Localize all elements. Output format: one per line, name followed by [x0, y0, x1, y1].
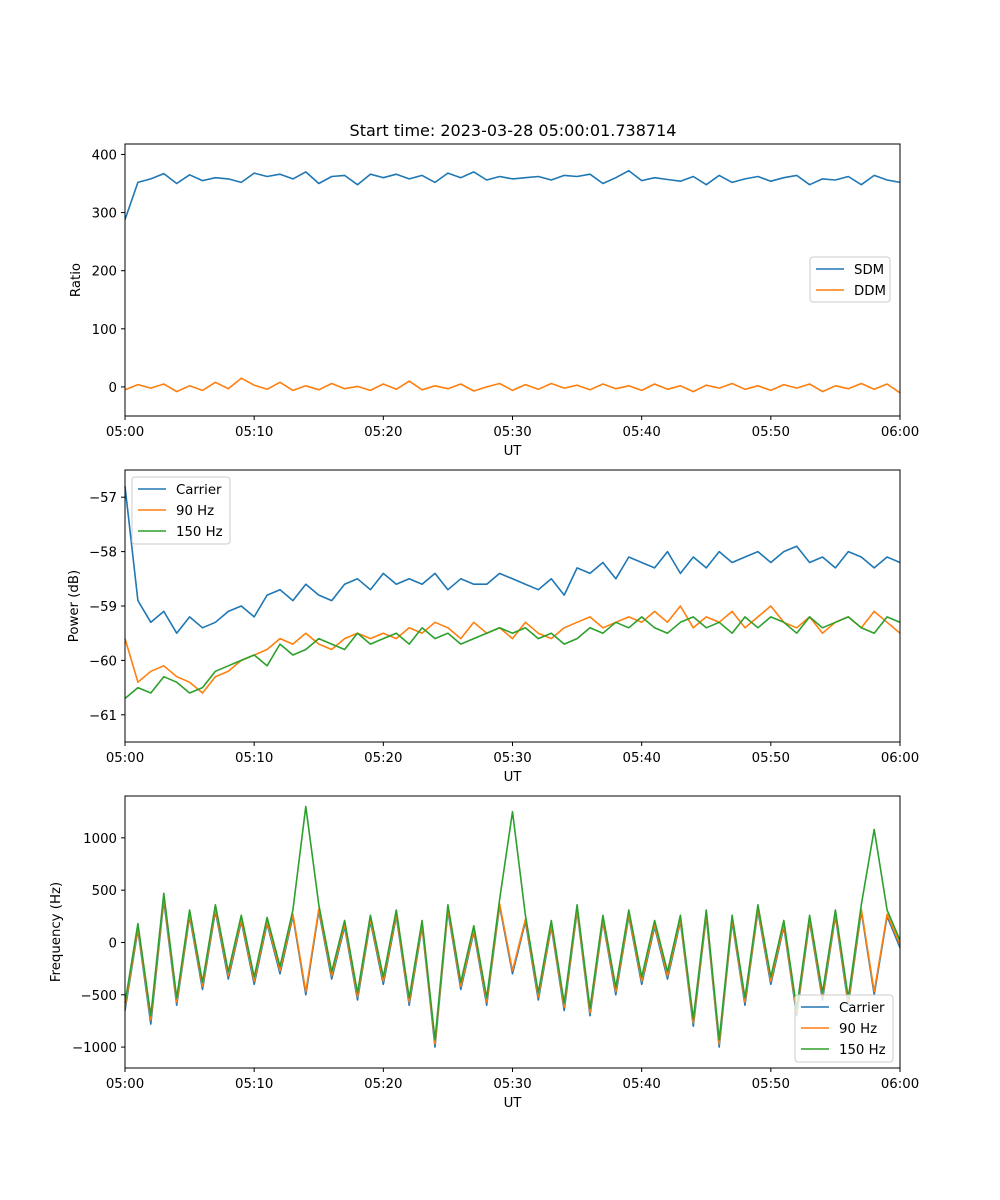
y-tick-label: −58 — [89, 546, 117, 561]
series-line-150-hz — [124, 616, 901, 700]
legend-label: SDM — [854, 263, 884, 278]
series-line-carrier — [124, 899, 901, 1048]
x-tick-label: 05:10 — [235, 751, 273, 766]
frequency-panel: 05:00 05:10 05:20 05:30 05:40 05:50 06:00 −1000… — [49, 795, 919, 1111]
figure-title: Start time: 2023-03-28 05:00:01.738714 — [350, 121, 677, 140]
legend-label: 150 Hz — [839, 1043, 886, 1058]
y-tick-label: −61 — [89, 709, 117, 724]
x-tick-label: 05:10 — [235, 1077, 273, 1092]
x-tick-label: 05:10 — [235, 425, 273, 440]
x-axis-label: UT — [504, 770, 523, 785]
x-axis-label: UT — [504, 444, 523, 459]
y-tick-label: −59 — [89, 600, 117, 615]
legend-box — [794, 994, 894, 1063]
legend-label: 150 Hz — [176, 525, 223, 540]
legend-box — [131, 476, 231, 545]
power-panel: 05:00 05:10 05:20 05:30 05:40 05:50 06:00 −61 −6… — [67, 469, 919, 785]
x-tick-label: 05:30 — [493, 1077, 531, 1092]
series-line-sdm — [124, 169, 901, 220]
legend-label: Carrier — [839, 1001, 885, 1016]
y-tick-label: 200 — [92, 265, 117, 280]
series-line-90-hz — [124, 896, 901, 1045]
y-tick-label: 0 — [109, 936, 117, 951]
legend-label: 90 Hz — [839, 1022, 877, 1037]
y-tick-label: 1000 — [83, 832, 117, 847]
legend-label: Carrier — [176, 483, 222, 498]
x-tick-label: 05:20 — [364, 1077, 402, 1092]
y-tick-label: 300 — [92, 207, 117, 222]
x-axis-label: UT — [504, 1096, 523, 1111]
x-tick-label: 05:00 — [106, 1077, 144, 1092]
x-tick-label: 05:20 — [364, 751, 402, 766]
x-tick-label: 05:50 — [752, 751, 790, 766]
legend-label: DDM — [854, 284, 886, 299]
series-line-ddm — [124, 377, 901, 394]
series-line-150-hz — [124, 805, 901, 1041]
series-line-carrier — [124, 486, 901, 635]
x-tick-label: 06:00 — [881, 1077, 919, 1092]
y-tick-label: 0 — [109, 381, 117, 396]
x-tick-label: 05:00 — [106, 425, 144, 440]
ratio-panel: 05:00 05:10 05:20 05:30 05:40 05:50 06:00 0 100 2… — [69, 143, 919, 459]
y-tick-label: −57 — [89, 491, 117, 506]
y-tick-label: −1000 — [72, 1041, 117, 1056]
y-tick-label: −60 — [89, 654, 117, 669]
y-tick-label: −500 — [80, 989, 117, 1004]
y-tick-label: 400 — [92, 148, 117, 163]
x-tick-label: 05:30 — [493, 425, 531, 440]
x-tick-label: 06:00 — [881, 425, 919, 440]
x-tick-label: 05:00 — [106, 751, 144, 766]
x-tick-label: 05:40 — [623, 751, 661, 766]
x-tick-label: 05:20 — [364, 425, 402, 440]
x-tick-label: 05:50 — [752, 425, 790, 440]
y-tick-label: 100 — [92, 323, 117, 338]
x-tick-label: 06:00 — [881, 751, 919, 766]
x-tick-label: 05:30 — [493, 751, 531, 766]
x-tick-label: 05:40 — [623, 1077, 661, 1092]
y-axis-label: Power (dB) — [67, 570, 82, 642]
y-axis-label: Frequency (Hz) — [49, 882, 64, 982]
x-tick-label: 05:50 — [752, 1077, 790, 1092]
legend-label: 90 Hz — [176, 504, 214, 519]
y-tick-label: 500 — [92, 884, 117, 899]
y-axis-label: Ratio — [69, 263, 84, 297]
x-tick-label: 05:40 — [623, 425, 661, 440]
